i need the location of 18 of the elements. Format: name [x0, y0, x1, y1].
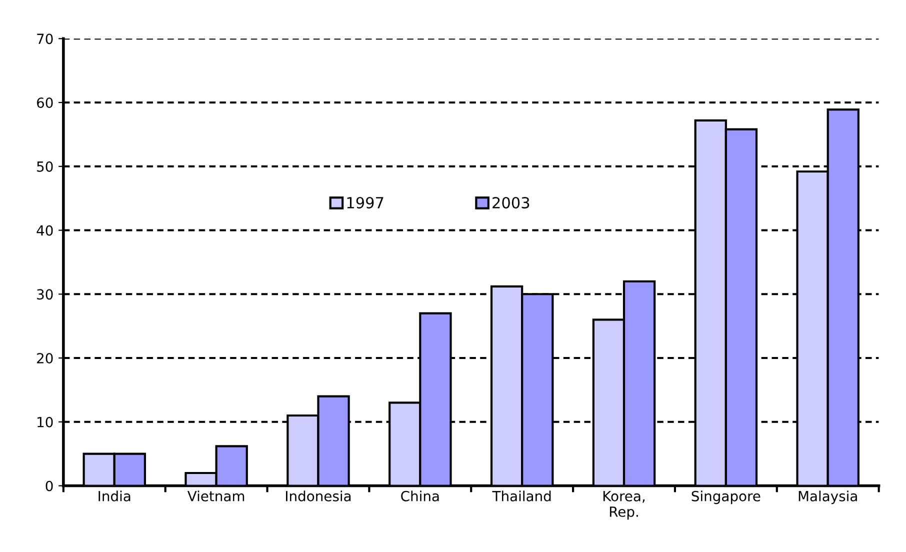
legend-label: 1997 — [347, 196, 384, 209]
y-tick-label: 60 — [36, 97, 53, 108]
y-tick-label: 20 — [37, 352, 53, 364]
x-tick-label: Korea, Rep. — [603, 491, 645, 520]
x-tick-label: Singapore — [692, 490, 760, 504]
x-tick-label: Vietnam — [187, 490, 244, 502]
x-tick-label: China — [401, 490, 439, 502]
y-tick-label: 40 — [36, 225, 53, 236]
x-tick-label: Malaysia — [798, 490, 857, 504]
y-tick-label: 30 — [37, 289, 53, 300]
y-tick-label: 10 — [38, 416, 53, 428]
y-tick-label: 70 — [37, 34, 53, 44]
y-tick-label: 50 — [37, 161, 53, 172]
x-tick-label: Thailand — [492, 490, 551, 502]
y-tick-label: 0 — [46, 480, 53, 492]
x-tick-label: India — [98, 490, 130, 502]
legend-label: 2003 — [492, 196, 530, 209]
x-tick-label: Indonesia — [286, 490, 351, 502]
